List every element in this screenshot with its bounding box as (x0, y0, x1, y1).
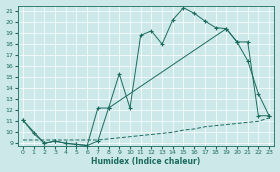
X-axis label: Humidex (Indice chaleur): Humidex (Indice chaleur) (91, 157, 201, 166)
